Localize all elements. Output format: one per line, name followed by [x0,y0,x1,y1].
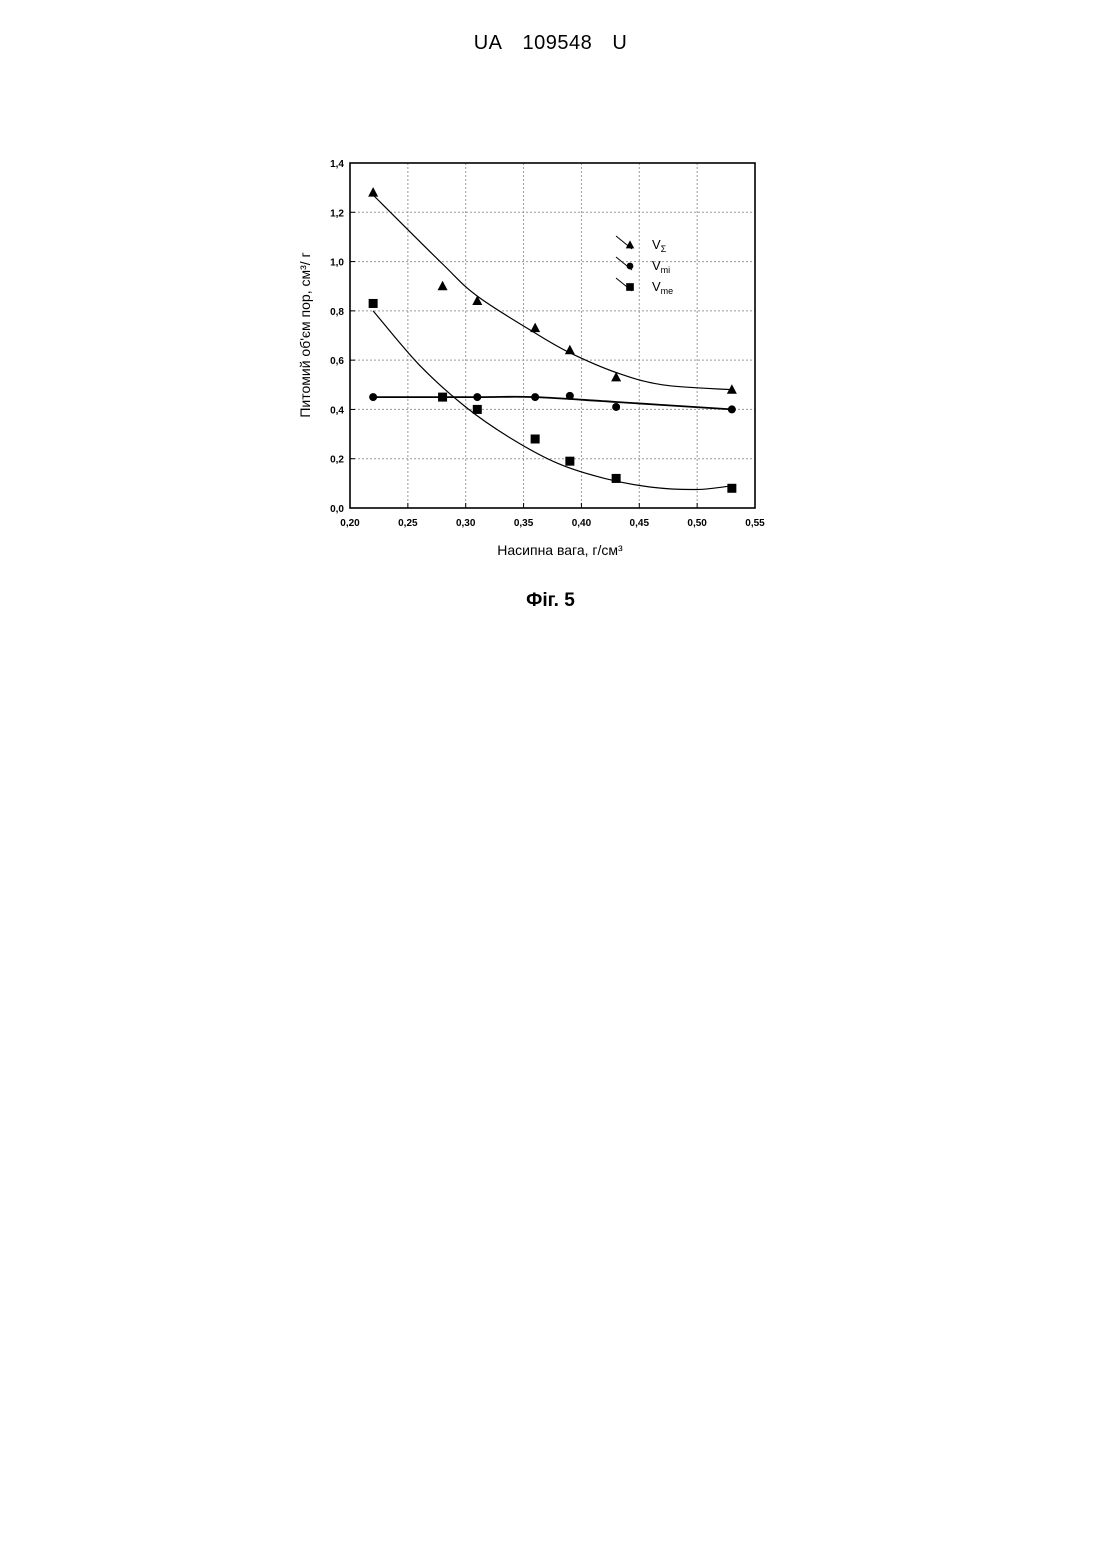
x-tick-label: 0,55 [745,518,765,529]
legend-marker-square [626,283,634,291]
y-tick-label: 0,4 [330,405,344,416]
legend-marker-circle [627,263,634,270]
x-tick-label: 0,20 [340,518,360,529]
square-series-point [612,474,621,483]
square-series-point [473,405,482,414]
y-tick-label: 0,0 [330,504,344,515]
square-series-point [565,457,574,466]
circle-series-point [566,392,574,400]
square-series-point [369,299,378,308]
y-axis-label: Питомий об'єм пор, см³/ г [297,252,313,417]
document-kind: U [612,32,627,55]
patent-number: 109548 [523,32,593,55]
y-tick-label: 1,2 [330,208,344,219]
circle-series-point [369,393,377,401]
x-tick-label: 0,40 [572,518,592,529]
square-series-point [438,393,447,402]
circle-series-point [531,393,539,401]
document-header: UA 109548 U [0,32,1101,55]
country-code: UA [474,32,503,55]
figure-chart: 0,20 0,25 0,30 0,35 0,40 0,45 0,50 0,55 0,0 0,2 0,… [280,145,780,575]
y-tick-label: 0,6 [330,356,344,367]
x-axis-label: Насипна вага, г/см³ [497,542,623,558]
x-tick-label: 0,30 [456,518,476,529]
figure-caption: Фіг. 5 [0,590,1101,612]
y-tick-label: 0,8 [330,307,344,318]
x-tick-label: 0,35 [514,518,534,529]
circle-series-point [728,405,736,413]
y-tick-label: 1,4 [330,159,344,170]
x-tick-label: 0,25 [398,518,418,529]
x-tick-label: 0,50 [687,518,707,529]
x-tick-label: 0,45 [630,518,650,529]
y-tick-label: 1,0 [330,258,344,269]
y-tick-label: 0,2 [330,455,344,466]
circle-series-point [612,403,620,411]
square-series-point [531,435,540,444]
circle-series-point [473,393,481,401]
square-series-point [727,484,736,493]
